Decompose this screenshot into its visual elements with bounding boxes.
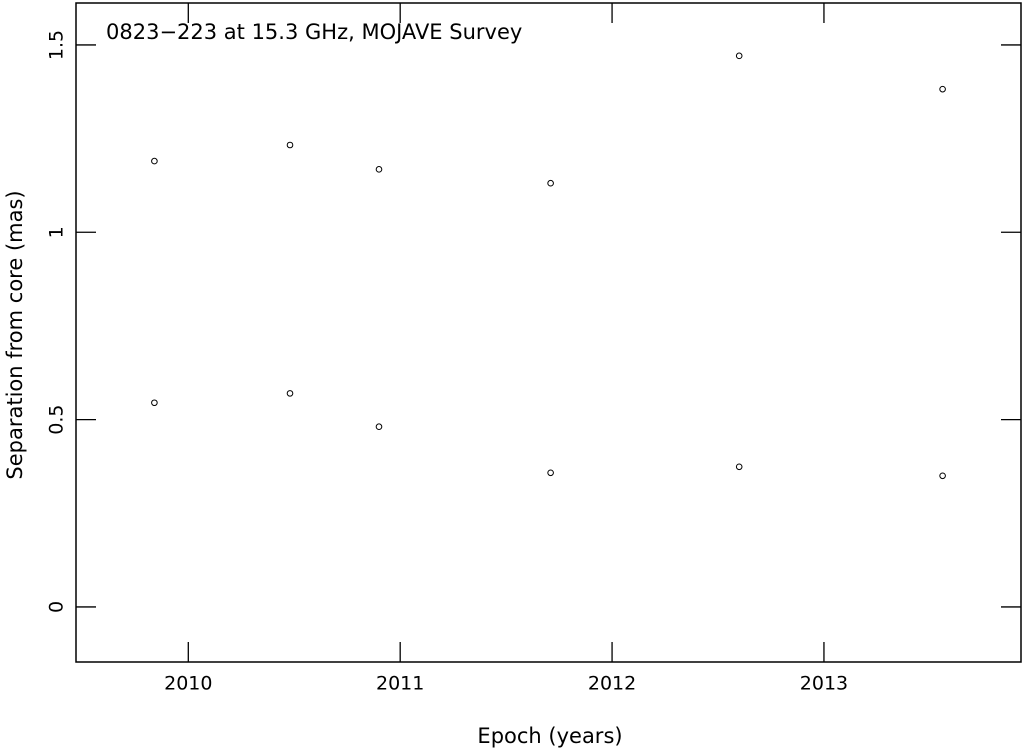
- x-tick-label: 2012: [588, 673, 636, 695]
- y-tick-label: 1.5: [46, 30, 68, 60]
- data-point: [547, 179, 554, 187]
- y-axis-label: Separation from core (mas): [3, 190, 27, 479]
- data-point: [735, 463, 743, 471]
- x-axis-label: Epoch (years): [477, 724, 622, 748]
- y-tick-label: 0: [46, 601, 68, 613]
- chart-title: 0823−223 at 15.3 GHz, MOJAVE Survey: [106, 20, 522, 44]
- data-point: [939, 85, 946, 93]
- data-point: [375, 166, 383, 173]
- data-point: [547, 469, 554, 477]
- data-point: [375, 423, 383, 431]
- data-point: [286, 390, 294, 397]
- plot-frame: [75, 2, 1022, 663]
- data-point: [286, 141, 294, 149]
- y-tick-label: 0.5: [46, 404, 68, 434]
- data-point: [939, 472, 946, 480]
- data-point: [151, 157, 158, 165]
- x-tick-label: 2010: [164, 673, 212, 695]
- x-tick-label: 2013: [800, 673, 848, 695]
- data-point: [735, 52, 743, 60]
- data-point: [151, 399, 158, 407]
- y-tick-label: 1: [46, 226, 68, 238]
- x-tick-label: 2011: [376, 673, 424, 695]
